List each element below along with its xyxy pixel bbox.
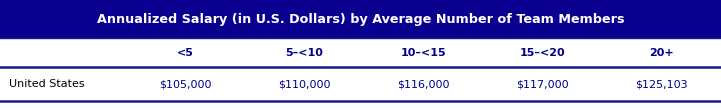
Text: 10–<15: 10–<15: [401, 48, 446, 58]
Text: $110,000: $110,000: [278, 79, 331, 89]
Text: $116,000: $116,000: [397, 79, 450, 89]
Text: 20+: 20+: [649, 48, 674, 58]
Text: United States: United States: [9, 79, 84, 89]
Text: <5: <5: [177, 48, 194, 58]
Text: 15–<20: 15–<20: [520, 48, 565, 58]
Text: 5–<10: 5–<10: [286, 48, 324, 58]
Text: $125,103: $125,103: [635, 79, 688, 89]
Text: $117,000: $117,000: [516, 79, 569, 89]
Text: $105,000: $105,000: [159, 79, 212, 89]
Text: Annualized Salary (in U.S. Dollars) by Average Number of Team Members: Annualized Salary (in U.S. Dollars) by A…: [97, 13, 624, 26]
